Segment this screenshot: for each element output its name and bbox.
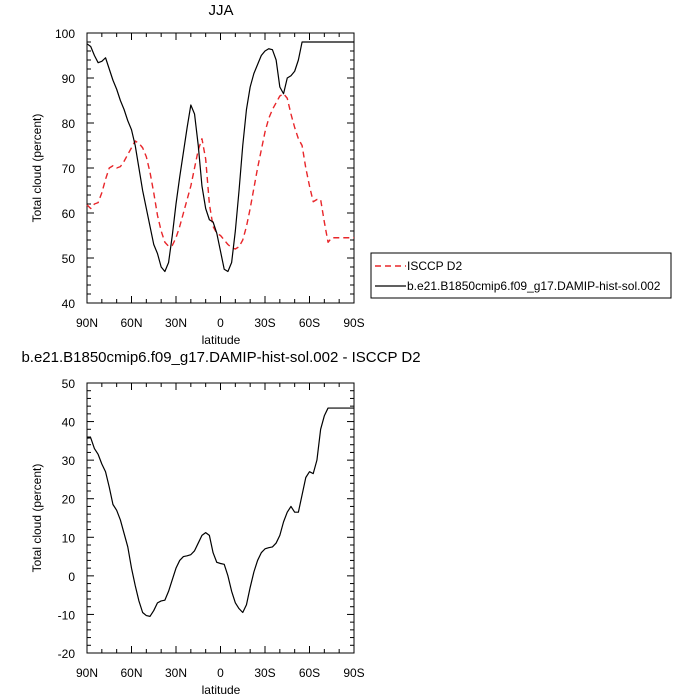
x-tick-label: 0 <box>217 666 224 680</box>
x-tick-label: 90S <box>343 316 364 330</box>
y-tick-label: 40 <box>62 416 76 430</box>
x-tick-label: 60N <box>120 666 142 680</box>
y-tick-label: -20 <box>58 647 76 661</box>
x-tick-label: 30N <box>165 666 187 680</box>
bottom-y-tick-labels: 50 40 30 20 10 0 -10 -20 <box>58 377 76 661</box>
x-tick-label: 90S <box>343 666 364 680</box>
x-tick-label: 90N <box>76 316 98 330</box>
y-tick-label: 40 <box>62 297 76 311</box>
top-plot-frame <box>86 32 355 304</box>
x-tick-label: 60S <box>299 316 320 330</box>
y-tick-label: 0 <box>68 570 75 584</box>
top-x-tick-labels: 90N 60N 30N 0 30S 60S 90S <box>76 316 365 330</box>
bottom-series-group <box>86 407 354 617</box>
top-y-tick-labels: 100 90 80 70 60 50 40 <box>55 27 75 311</box>
x-tick-label: 30S <box>254 666 275 680</box>
legend-label-model: b.e21.B1850cmip6.f09_g17.DAMIP-hist-sol.… <box>407 279 661 293</box>
y-tick-label: 20 <box>62 493 76 507</box>
x-tick-label: 0 <box>217 316 224 330</box>
legend: ISCCP D2 b.e21.B1850cmip6.f09_g17.DAMIP-… <box>370 252 672 299</box>
y-tick-label: 10 <box>62 531 76 545</box>
legend-box <box>370 252 672 299</box>
bottom-panel-title: b.e21.B1850cmip6.f09_g17.DAMIP-hist-sol.… <box>21 349 420 366</box>
x-tick-label: 60N <box>120 316 142 330</box>
y-tick-label: 50 <box>62 377 76 391</box>
bottom-x-axis-label: latitude <box>202 683 241 697</box>
y-tick-label: 50 <box>62 252 76 266</box>
bottom-y-axis-label: Total cloud (percent) <box>30 464 44 573</box>
top-series-line-0 <box>86 93 354 250</box>
top-panel-title: JJA <box>208 2 233 19</box>
x-tick-label: 30N <box>165 316 187 330</box>
bottom-x-tick-labels: 90N 60N 30N 0 30S 60S 90S <box>76 666 365 680</box>
legend-label-isccp: ISCCP D2 <box>407 259 462 273</box>
y-tick-label: 70 <box>62 162 76 176</box>
y-tick-label: 100 <box>55 27 75 41</box>
y-tick-label: -10 <box>58 608 76 622</box>
x-tick-label: 90N <box>76 666 98 680</box>
y-tick-label: 60 <box>62 207 76 221</box>
x-tick-label: 30S <box>254 316 275 330</box>
top-series-line-1 <box>86 41 354 273</box>
y-tick-label: 30 <box>62 454 76 468</box>
top-y-axis-label: Total cloud (percent) <box>30 114 44 223</box>
bottom-panel: b.e21.B1850cmip6.f09_g17.DAMIP-hist-sol.… <box>21 349 420 697</box>
y-tick-label: 90 <box>62 72 76 86</box>
bottom-tick-marks <box>86 382 355 654</box>
top-panel: JJA 100 90 80 70 60 50 40 90N 60N 30N 0 … <box>30 2 672 347</box>
y-tick-label: 80 <box>62 117 76 131</box>
top-tick-marks <box>86 32 355 304</box>
top-series-group <box>86 41 354 273</box>
x-tick-label: 60S <box>299 666 320 680</box>
bottom-series-line-0 <box>86 407 354 617</box>
bottom-plot-frame <box>86 382 355 654</box>
top-x-axis-label: latitude <box>202 333 241 347</box>
